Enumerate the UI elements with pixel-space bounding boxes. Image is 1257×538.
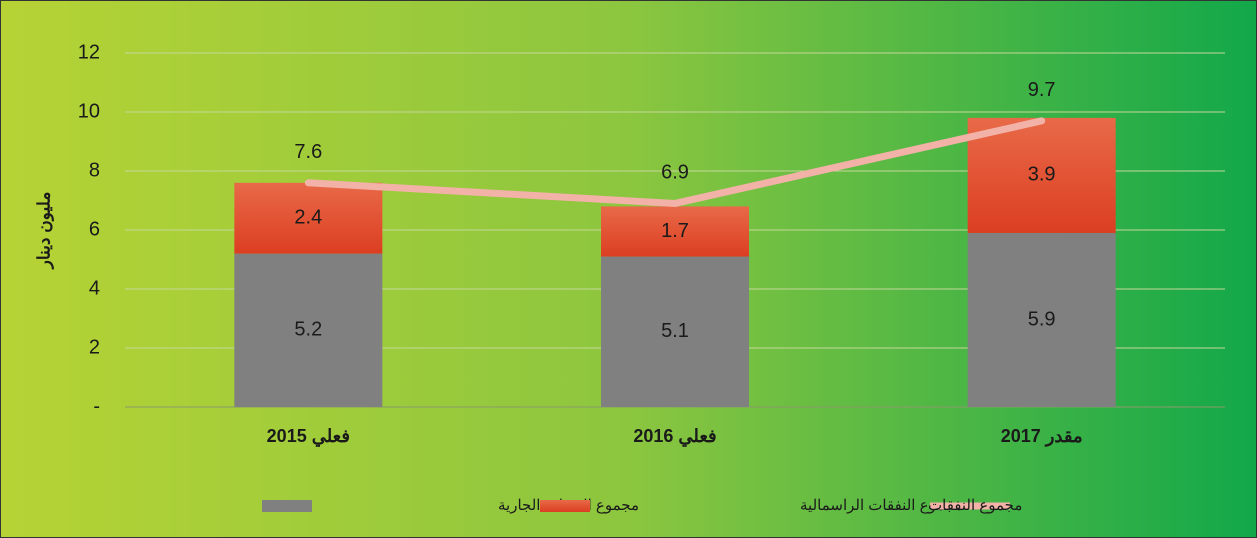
x-tick-label: مقدر 2017	[1001, 426, 1083, 447]
x-tick-label: فعلي 2016	[633, 426, 716, 447]
x-tick-label: فعلي 2015	[267, 426, 350, 447]
data-label: 1.7	[661, 220, 689, 242]
y-axis-label: مليون دينار	[34, 192, 54, 271]
data-label: 5.2	[294, 319, 322, 341]
data-label: 5.9	[1028, 308, 1056, 330]
legend-label: مجموع النفقات الراسمالية	[800, 497, 963, 514]
y-tick-label: 12	[78, 41, 100, 63]
bar	[234, 182, 383, 254]
data-label: 7.6	[294, 141, 322, 163]
bar	[601, 256, 749, 407]
data-label: 6.9	[661, 162, 689, 184]
data-label: 3.9	[1028, 164, 1056, 186]
bar	[601, 206, 749, 257]
y-tick-label: 8	[89, 159, 100, 181]
y-tick-label: -	[93, 395, 100, 417]
legend-label: مجموع النفقات	[928, 497, 1022, 514]
legend-swatch	[262, 500, 312, 512]
legend-swatch	[540, 500, 590, 512]
data-label: 2.4	[294, 206, 322, 228]
bar	[967, 117, 1116, 233]
y-tick-label: 4	[89, 277, 100, 299]
line	[304, 117, 1046, 207]
y-tick-label: 2	[89, 336, 100, 358]
y-tick-label: 10	[78, 100, 100, 122]
data-label: 5.1	[661, 320, 689, 342]
y-tick-label: 6	[89, 218, 100, 240]
bar	[234, 253, 383, 407]
data-label: 9.7	[1028, 79, 1056, 101]
bar	[967, 232, 1116, 407]
